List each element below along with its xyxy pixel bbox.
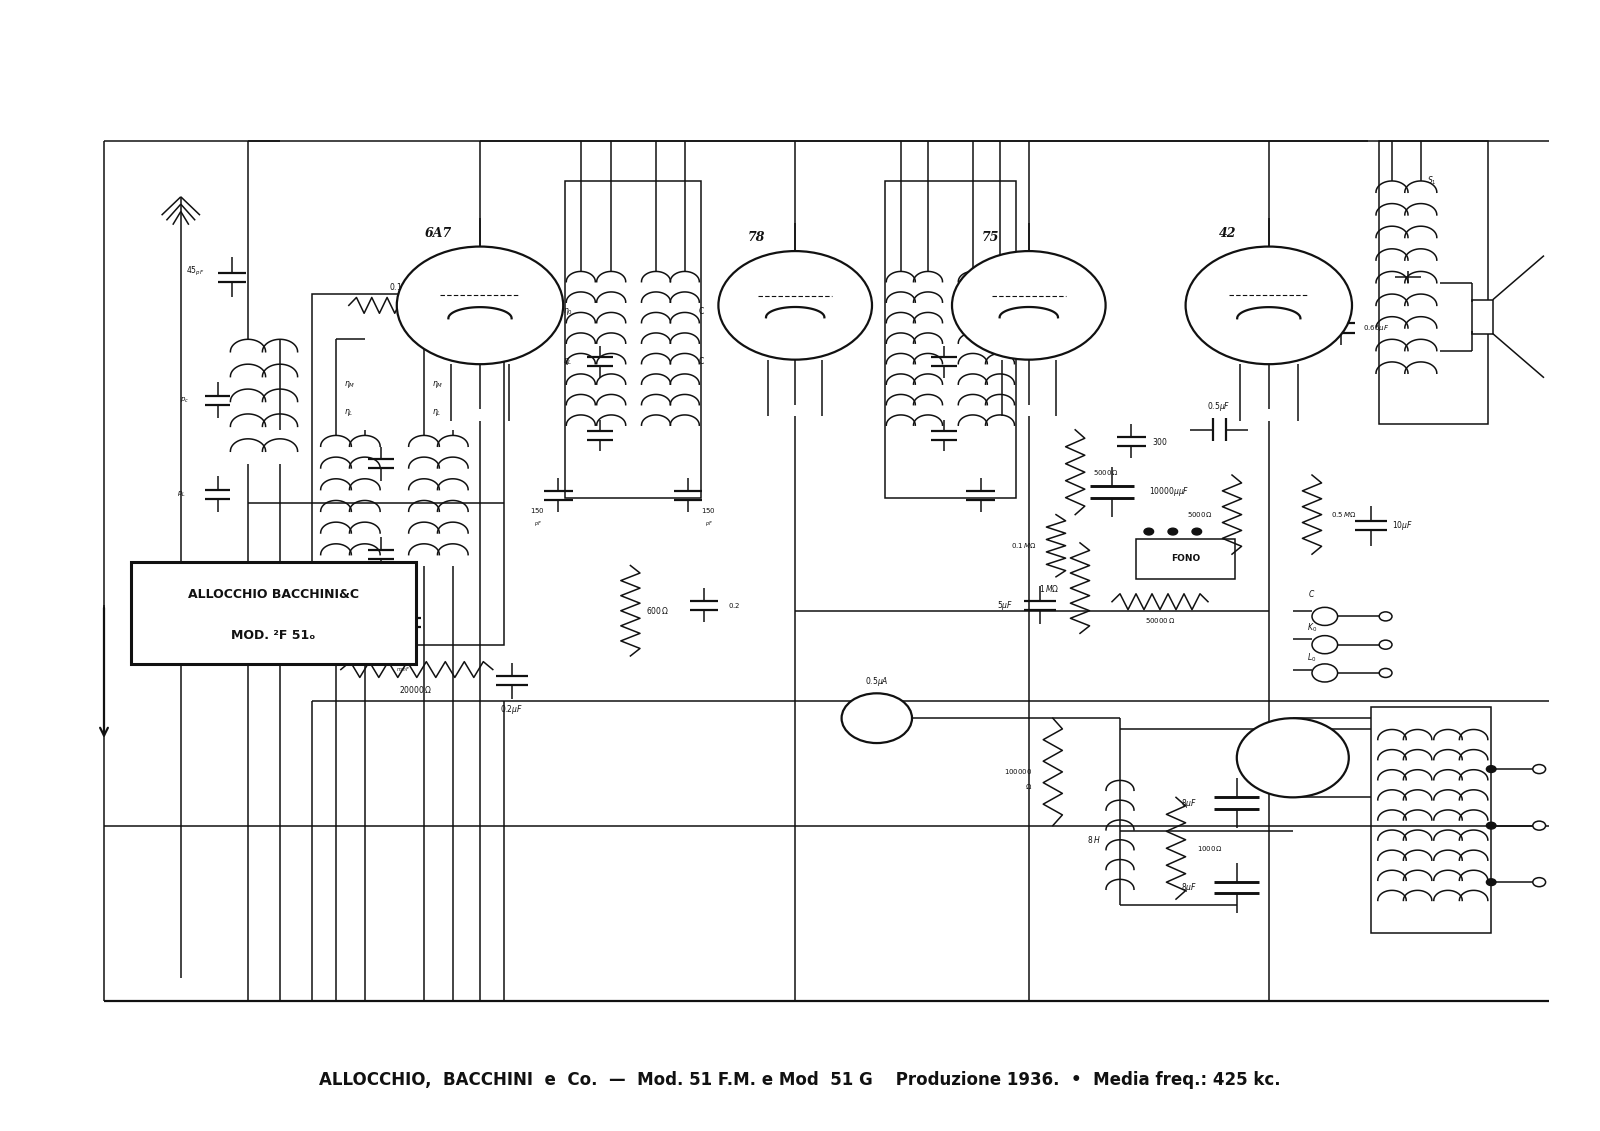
Circle shape: [1533, 765, 1546, 774]
Text: $0.1\,M\Omega$: $0.1\,M\Omega$: [389, 280, 418, 292]
Bar: [1379, 141, 1488, 424]
Circle shape: [1379, 612, 1392, 621]
Bar: [1371, 707, 1491, 933]
Text: $K_0$: $K_0$: [1307, 621, 1317, 634]
Text: $0.2$: $0.2$: [728, 601, 739, 610]
Text: $150$: $150$: [701, 506, 717, 515]
Text: $10000$: $10000$: [392, 650, 414, 659]
Text: $20000\,\Omega$: $20000\,\Omega$: [400, 684, 432, 696]
Text: $0.5\mu F$: $0.5\mu F$: [1208, 400, 1230, 413]
Text: $_{pF}$: $_{pF}$: [704, 519, 714, 529]
Circle shape: [1168, 528, 1178, 535]
Circle shape: [1186, 247, 1352, 364]
Text: $S_1$: $S_1$: [1427, 174, 1437, 188]
Circle shape: [397, 247, 563, 364]
Text: $8\mu F$: $8\mu F$: [1181, 796, 1197, 810]
Text: $0.5\,M\Omega$: $0.5\,M\Omega$: [1331, 510, 1357, 519]
Text: $150$: $150$: [530, 506, 546, 515]
Text: $5000\,\Omega$: $5000\,\Omega$: [1187, 510, 1213, 519]
Circle shape: [1533, 878, 1546, 887]
Bar: [565, 181, 701, 498]
Text: 75: 75: [982, 232, 998, 244]
Text: $0.65\mu F$: $0.65\mu F$: [1363, 323, 1389, 333]
Text: 42: 42: [1219, 227, 1235, 240]
Text: $300$: $300$: [1152, 435, 1168, 447]
Text: $\eta_L$: $\eta_L$: [432, 407, 442, 418]
Text: $100_{pF}$: $100_{pF}$: [501, 321, 523, 335]
Text: $_{mmF}$: $_{mmF}$: [395, 665, 411, 674]
Text: $\eta_0$: $\eta_0$: [563, 305, 573, 317]
Text: C: C: [699, 307, 704, 316]
Text: $\eta_L$: $\eta_L$: [563, 356, 573, 368]
Text: 6A7: 6A7: [424, 227, 453, 240]
Bar: [1472, 300, 1493, 334]
Circle shape: [1312, 664, 1338, 682]
Circle shape: [1379, 640, 1392, 649]
Text: $10000\mu\mu F$: $10000\mu\mu F$: [1149, 485, 1189, 499]
Circle shape: [1237, 718, 1349, 797]
Circle shape: [1192, 528, 1202, 535]
Text: $5\mu F$: $5\mu F$: [997, 598, 1013, 612]
Text: $0.1\,M\Omega$: $0.1\,M\Omega$: [1011, 541, 1037, 550]
Text: $\eta_M$: $\eta_M$: [344, 379, 355, 390]
Text: $1000\,\Omega$: $1000\,\Omega$: [1197, 844, 1222, 853]
Text: $\eta_M$: $\eta_M$: [432, 379, 443, 390]
Text: $1\,M\Omega$: $1\,M\Omega$: [1038, 582, 1059, 594]
Circle shape: [1144, 528, 1154, 535]
Bar: [1136, 539, 1235, 579]
Text: $45_{pF}$: $45_{pF}$: [187, 265, 205, 278]
Text: $8\,H$: $8\,H$: [1086, 834, 1101, 845]
Circle shape: [1533, 821, 1546, 830]
Text: $C$: $C$: [1309, 588, 1315, 599]
Text: $0.5\mu A$: $0.5\mu A$: [866, 675, 888, 688]
Text: FONO: FONO: [1171, 554, 1200, 563]
Text: $\sim$: $\sim$: [1286, 753, 1299, 762]
Circle shape: [1486, 822, 1496, 829]
Bar: [131, 562, 416, 664]
Circle shape: [718, 251, 872, 360]
Text: $50000\,\Omega$: $50000\,\Omega$: [1144, 616, 1176, 625]
Text: MOD. ²F 51ₒ: MOD. ²F 51ₒ: [232, 629, 315, 642]
Text: $0.2\mu F$: $0.2\mu F$: [501, 703, 523, 716]
Text: $p_L$: $p_L$: [176, 490, 186, 499]
Text: $10\mu F$: $10\mu F$: [1392, 519, 1413, 533]
Text: C: C: [699, 357, 704, 366]
Text: $p_c$: $p_c$: [179, 396, 189, 405]
Text: $5000\,\Omega$: $5000\,\Omega$: [1093, 468, 1118, 477]
Circle shape: [952, 251, 1106, 360]
Circle shape: [842, 693, 912, 743]
Text: ALLOCCHIO BACCHINI&C: ALLOCCHIO BACCHINI&C: [189, 588, 358, 602]
Text: $I$: $I$: [874, 713, 880, 724]
Bar: [885, 181, 1016, 498]
Text: 78: 78: [749, 232, 765, 244]
Text: $8\mu F$: $8\mu F$: [1181, 881, 1197, 895]
Circle shape: [1486, 879, 1496, 886]
Text: $100000$: $100000$: [1003, 767, 1032, 776]
Bar: [312, 294, 504, 645]
Text: $\eta_L$: $\eta_L$: [344, 407, 354, 418]
Circle shape: [1486, 766, 1496, 772]
Text: $L_0$: $L_0$: [1307, 651, 1317, 665]
Text: ALLOCCHIO,  BACCHINI  e  Co.  —  Mod. 51 F.M. e Mod  51 G    Produzione 1936.  •: ALLOCCHIO, BACCHINI e Co. — Mod. 51 F.M.…: [318, 1071, 1282, 1089]
Circle shape: [1312, 636, 1338, 654]
Circle shape: [1312, 607, 1338, 625]
Text: $_{pF}$: $_{pF}$: [533, 519, 542, 529]
Circle shape: [1379, 668, 1392, 677]
Text: $\Omega$: $\Omega$: [1026, 782, 1032, 791]
Text: $600\,\Omega$: $600\,\Omega$: [646, 605, 670, 616]
